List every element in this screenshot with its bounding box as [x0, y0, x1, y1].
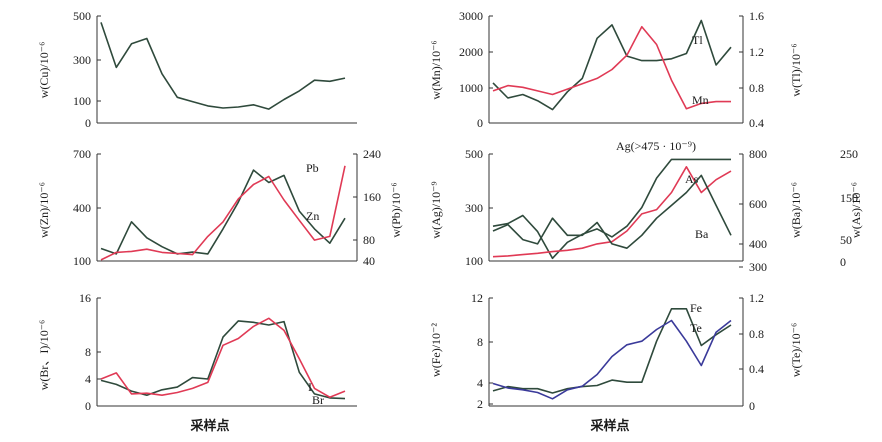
y-right2-tick-label: 250: [840, 147, 858, 161]
series-line-pb: [100, 165, 346, 261]
y-right-tick-label: 1.6: [749, 9, 764, 23]
y-tick-label: 2000: [459, 45, 483, 59]
y-tick-label: 300: [465, 201, 483, 215]
y-right-tick-label: 300: [749, 260, 767, 274]
y-tick-label: 8: [85, 345, 91, 359]
y-right-tick-label: 0.4: [749, 116, 764, 130]
series-label-pb: Pb: [306, 161, 319, 175]
y-right-tick-label: 240: [363, 147, 381, 161]
panel-cu: 500 300 100 0 w(Cu)/10⁻⁶: [37, 9, 357, 130]
y-tick-label: 0: [477, 116, 483, 130]
panels: 5003001000w(Cu)/10⁻⁶30002000100001.61.20…: [37, 9, 863, 413]
y-tick-label: 16: [79, 291, 91, 305]
y-tick-label: 4: [85, 372, 91, 386]
series-label-br: Br: [312, 393, 324, 407]
y-tick-label: 100: [73, 254, 91, 268]
y-right-tick-label: 160: [363, 190, 381, 204]
series-label-tl: Tl: [692, 33, 703, 47]
panel-ag-ba-as: 500300100800600400300250150500w(Ag)/10⁻⁹…: [429, 139, 863, 274]
series-line-ag: [492, 158, 731, 260]
y-tick-label: 100: [73, 94, 91, 108]
y-tick-label: 4: [477, 376, 483, 390]
y-right-tick-label: 0.4: [749, 362, 764, 376]
y-right-tick-label: 0: [749, 399, 755, 413]
y-axis-label: w(Br、I)/10⁻⁶: [37, 320, 51, 391]
y-right-tick-label: 40: [363, 254, 375, 268]
panel-mn-tl: 3000 2000 1000 0 1.6 1.2 0.8 0.4 w(Mn)/10⁻⁶ w(Tl)…: [429, 9, 803, 130]
y-tick-label: 400: [73, 201, 91, 215]
y-axis-label: w(Zn)/10⁻⁶: [37, 182, 51, 238]
series-line-tl: [492, 19, 732, 111]
y-right-tick-label: 0.8: [749, 81, 764, 95]
y-tick-label: 700: [73, 147, 91, 161]
y-right-tick-label: 1.2: [749, 45, 764, 59]
y-right-tick-label: 1.2: [749, 291, 764, 305]
y-tick-label: 2: [477, 397, 483, 411]
y-tick-label: 1000: [459, 81, 483, 95]
annotation: Ag(>475 · 10⁻⁹): [616, 139, 696, 153]
y-tick-label: 500: [465, 147, 483, 161]
y-right2-tick-label: 50: [840, 233, 852, 247]
series-line-mn: [492, 25, 731, 110]
y-axis-label: w(Cu)/10⁻⁶: [37, 42, 51, 99]
panel-zn-pb: 700 400 100 240 160 80 40 w(Zn)/10⁻⁶ w(Pb)/10⁻⁶ Z…: [37, 147, 403, 268]
y-axis-label-right: w(Tl)/10⁻⁶: [789, 43, 803, 96]
y-right-tick-label: 800: [749, 147, 767, 161]
series-line-main: [100, 22, 346, 110]
y-right-tick-label: 600: [749, 197, 767, 211]
series-line-fe: [492, 307, 732, 394]
series-line-ba: [492, 174, 732, 249]
y-axis-label-right: w(Pb)/10⁻⁶: [389, 182, 403, 237]
series-label-ba: Ba: [695, 227, 709, 241]
y-axis-label-right2: w(As)/10⁻⁶: [849, 182, 863, 238]
series-label-i: I: [308, 380, 312, 394]
series-line-i: [100, 317, 346, 399]
y-tick-label: 8: [477, 335, 483, 349]
x-label-right: 采样点: [589, 418, 629, 434]
series-line-as: [492, 166, 732, 258]
panel-fe-te: 12 8 4 2 1.2 0.8 0.4 0 w(Fe)/10⁻² w(Te)/10⁻⁶ Fe Te: [429, 291, 803, 413]
x-label-left: 采样点: [189, 418, 229, 434]
y-axis-label-right: w(Te)/10⁻⁶: [789, 323, 803, 377]
series-line-zn: [100, 169, 346, 255]
y-axis-label: w(Ag)/10⁻⁹: [429, 181, 443, 238]
y-tick-label: 100: [465, 254, 483, 268]
y-right2-tick-label: 0: [840, 255, 846, 269]
series-label-te: Te: [690, 321, 702, 335]
y-tick-label: 500: [73, 9, 91, 23]
y-right-tick-label: 80: [363, 233, 375, 247]
y-axis-label-right: w(Ba)/10⁻⁶: [789, 182, 803, 238]
y-tick-label: 0: [85, 399, 91, 413]
series-label-as: As: [685, 172, 699, 186]
y-axis-label: w(Fe)/10⁻²: [429, 323, 443, 377]
y-tick-label: 3000: [459, 9, 483, 23]
y-axis-label: w(Mn)/10⁻⁶: [429, 40, 443, 99]
y-tick-label: 300: [73, 53, 91, 67]
series-label-fe: Fe: [690, 301, 702, 315]
y-right2-tick-label: 150: [840, 191, 858, 205]
y-tick-label: 12: [471, 291, 483, 305]
series-label-mn: Mn: [692, 93, 709, 107]
y-tick-label: 0: [85, 116, 91, 130]
y-right-tick-label: 0.8: [749, 327, 764, 341]
series-label-zn: Zn: [306, 209, 319, 223]
y-right-tick-label: 400: [749, 237, 767, 251]
panel-br-i: 16 8 4 0 w(Br、I)/10⁻⁶ BrI: [37, 291, 357, 413]
series-line-te: [492, 319, 732, 400]
